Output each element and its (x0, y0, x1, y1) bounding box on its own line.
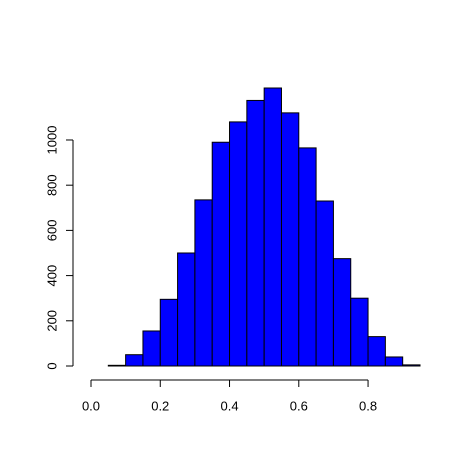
y-tick-label: 0 (44, 362, 59, 369)
bar (315, 200, 334, 367)
bar (107, 364, 127, 367)
bar (229, 121, 248, 367)
x-tick-label: 0.4 (220, 398, 238, 413)
bar (142, 330, 161, 367)
y-tick-label: 400 (44, 265, 59, 287)
x-tick-label: 0.0 (82, 398, 100, 413)
x-tick-label: 0.6 (290, 398, 308, 413)
bar (332, 258, 352, 367)
bar (194, 199, 213, 367)
bar (263, 87, 282, 367)
x-tick-label: 0.2 (151, 398, 169, 413)
bar (402, 364, 421, 367)
y-tick-label: 200 (44, 310, 59, 332)
y-tick-label: 1000 (44, 126, 59, 155)
bar (367, 336, 386, 367)
bar (125, 354, 144, 367)
bar (211, 141, 231, 367)
x-tick-label: 0.8 (359, 398, 377, 413)
y-tick-label: 800 (44, 174, 59, 196)
bar (350, 297, 369, 367)
bar (280, 112, 300, 367)
bar (246, 99, 265, 367)
bar (298, 147, 317, 367)
bar (159, 298, 179, 367)
bar (177, 252, 196, 367)
bar (384, 356, 404, 367)
y-tick-label: 600 (44, 220, 59, 242)
